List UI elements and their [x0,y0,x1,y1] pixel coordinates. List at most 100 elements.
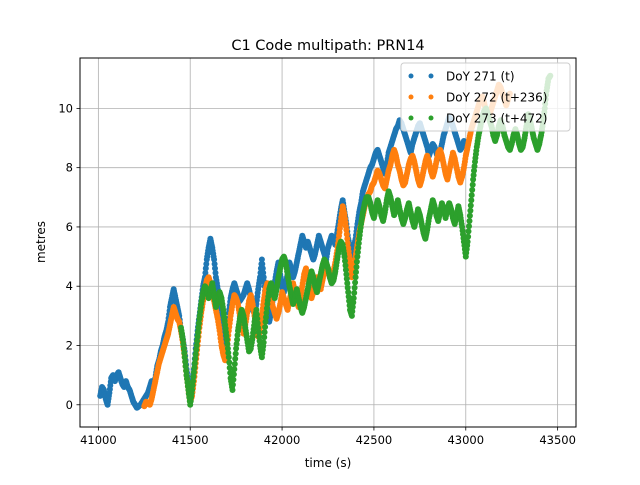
data-point-fill [467,207,474,214]
data-point-fill [466,212,473,219]
y-tick-label: 0 [66,398,73,412]
data-point-fill [253,311,260,318]
data-point-fill [469,186,476,193]
data-point-fill [343,275,350,282]
data-point-fill [232,350,239,357]
data-point-fill [254,315,261,322]
data-point [460,138,467,144]
data-point-fill [345,293,352,300]
y-axis-label: metres [34,221,48,263]
data-point-fill [192,355,199,362]
data-point-fill [263,314,269,321]
data-point-fill [351,289,358,296]
data-point-fill [182,358,189,365]
data-point-fill [355,244,362,251]
data-point [253,306,260,313]
data-point [354,253,361,260]
data-point-fill [350,299,357,306]
y-tick-label: 10 [58,101,73,115]
data-point-fill [354,249,361,256]
plot-frame [79,57,577,428]
legend-label: DoY 272 (t+236) [446,91,547,105]
data-point [350,295,357,302]
legend-item: DoY 272 (t+236) [408,91,547,105]
x-tick-label: 42500 [356,433,393,447]
data-point-fill [352,279,359,286]
data-point-fill [255,329,262,336]
x-tick-label: 43000 [447,433,484,447]
data-point [181,354,188,361]
data-point-fill [224,345,231,352]
legend-label: DoY 273 (t+472) [446,112,547,126]
data-point [231,366,238,373]
data-point-fill [353,264,360,270]
data-point-fill [263,305,270,312]
y-tick-label: 8 [66,161,73,175]
data-point-fill [193,342,200,349]
data-point [189,387,196,393]
legend-marker [408,94,414,100]
data-point-fill [353,258,360,265]
data-point-fill [263,309,270,316]
data-point-fill [193,346,200,353]
data-point-fill [254,320,261,327]
x-axis-ticks: 41000 41500 42000 42500 43000 43500 [80,427,576,447]
data-point-fill [259,261,266,267]
x-tick-label: 42000 [264,433,301,447]
chart-title: C1 Code multipath: PRN14 [231,38,424,54]
data-point [468,197,475,204]
data-point-fill [212,265,218,272]
data-point-fill [195,329,201,336]
data-point-fill [342,262,349,269]
data-point-fill [355,240,362,247]
data-point [258,256,265,263]
data-point-fill [261,329,268,336]
data-point-fill [234,332,241,339]
data-point-fill [232,355,239,362]
data-point [192,351,199,358]
data-point [179,336,186,343]
data-point-fill [471,167,477,174]
data-point [194,333,201,340]
y-tick-label: 6 [66,220,73,234]
data-point [343,271,350,278]
legend-item: DoY 273 (t+472) [408,112,547,126]
data-point-fill [189,382,196,389]
data-point-fill [259,265,266,272]
data-point [255,324,262,331]
data-point-fill [344,240,351,247]
data-point-fill [194,338,201,344]
data-point-fill [191,364,198,371]
data-point [345,289,352,296]
data-point-fill [256,333,263,340]
data-point-fill [230,376,237,383]
data-point-fill [230,371,237,378]
data-point-fill [344,235,351,242]
legend-box [400,62,571,132]
data-point-fill [465,233,472,240]
data-point-fill [195,320,202,327]
legend-marker [428,94,434,100]
data-point-fill [202,269,209,276]
data-point-fill [229,381,236,388]
data-point-fill [225,349,232,356]
data-point [466,218,473,224]
data-point [341,253,348,260]
data-point-fill [353,269,359,276]
data-point-fill [203,261,210,267]
data-point [470,176,477,183]
x-tick-label: 43500 [539,433,576,447]
data-point [343,226,350,233]
legend-marker [408,73,414,79]
data-point [260,339,267,346]
data-point-fill [181,349,188,356]
data-point-fill [261,334,268,341]
data-point-fill [224,341,231,347]
x-tick-label: 41000 [80,433,117,447]
x-tick-label: 41500 [172,433,209,447]
data-point-fill [344,280,351,287]
data-point [225,354,232,361]
data-point-fill [344,284,351,291]
